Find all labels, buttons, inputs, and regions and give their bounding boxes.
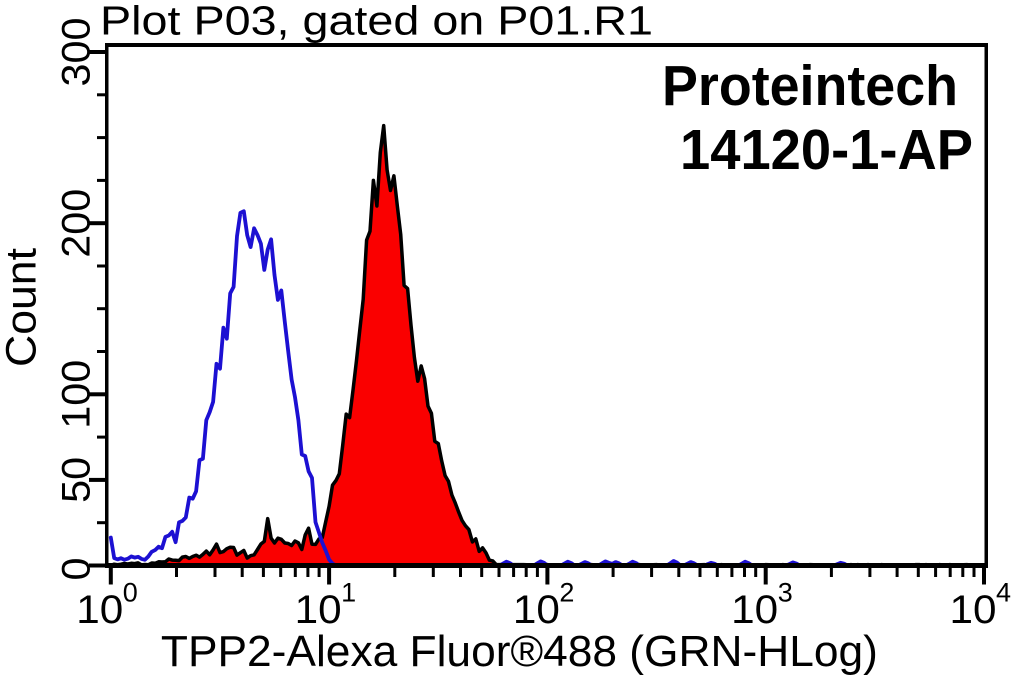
svg-text:100: 100 [55,360,99,429]
svg-text:10: 10 [731,588,778,632]
svg-text:Proteintech: Proteintech [662,54,958,118]
svg-text:300: 300 [55,18,99,87]
svg-text:Count: Count [0,248,46,367]
svg-text:4: 4 [996,578,1011,608]
svg-text:10: 10 [950,588,997,632]
svg-text:10: 10 [76,588,123,632]
svg-text:0: 0 [123,578,138,608]
svg-text:0: 0 [55,558,99,581]
svg-text:3: 3 [778,578,793,608]
svg-text:1: 1 [341,578,356,608]
svg-text:14120-1-AP: 14120-1-AP [680,118,973,182]
svg-text:Plot P03, gated on P01.R1: Plot P03, gated on P01.R1 [100,0,653,43]
svg-text:TPP2-Alexa Fluor®488 (GRN-HLog: TPP2-Alexa Fluor®488 (GRN-HLog) [161,627,878,676]
svg-text:50: 50 [55,457,99,503]
svg-text:2: 2 [559,578,574,608]
svg-text:200: 200 [55,189,99,258]
svg-text:10: 10 [513,588,560,632]
svg-text:10: 10 [295,588,342,632]
